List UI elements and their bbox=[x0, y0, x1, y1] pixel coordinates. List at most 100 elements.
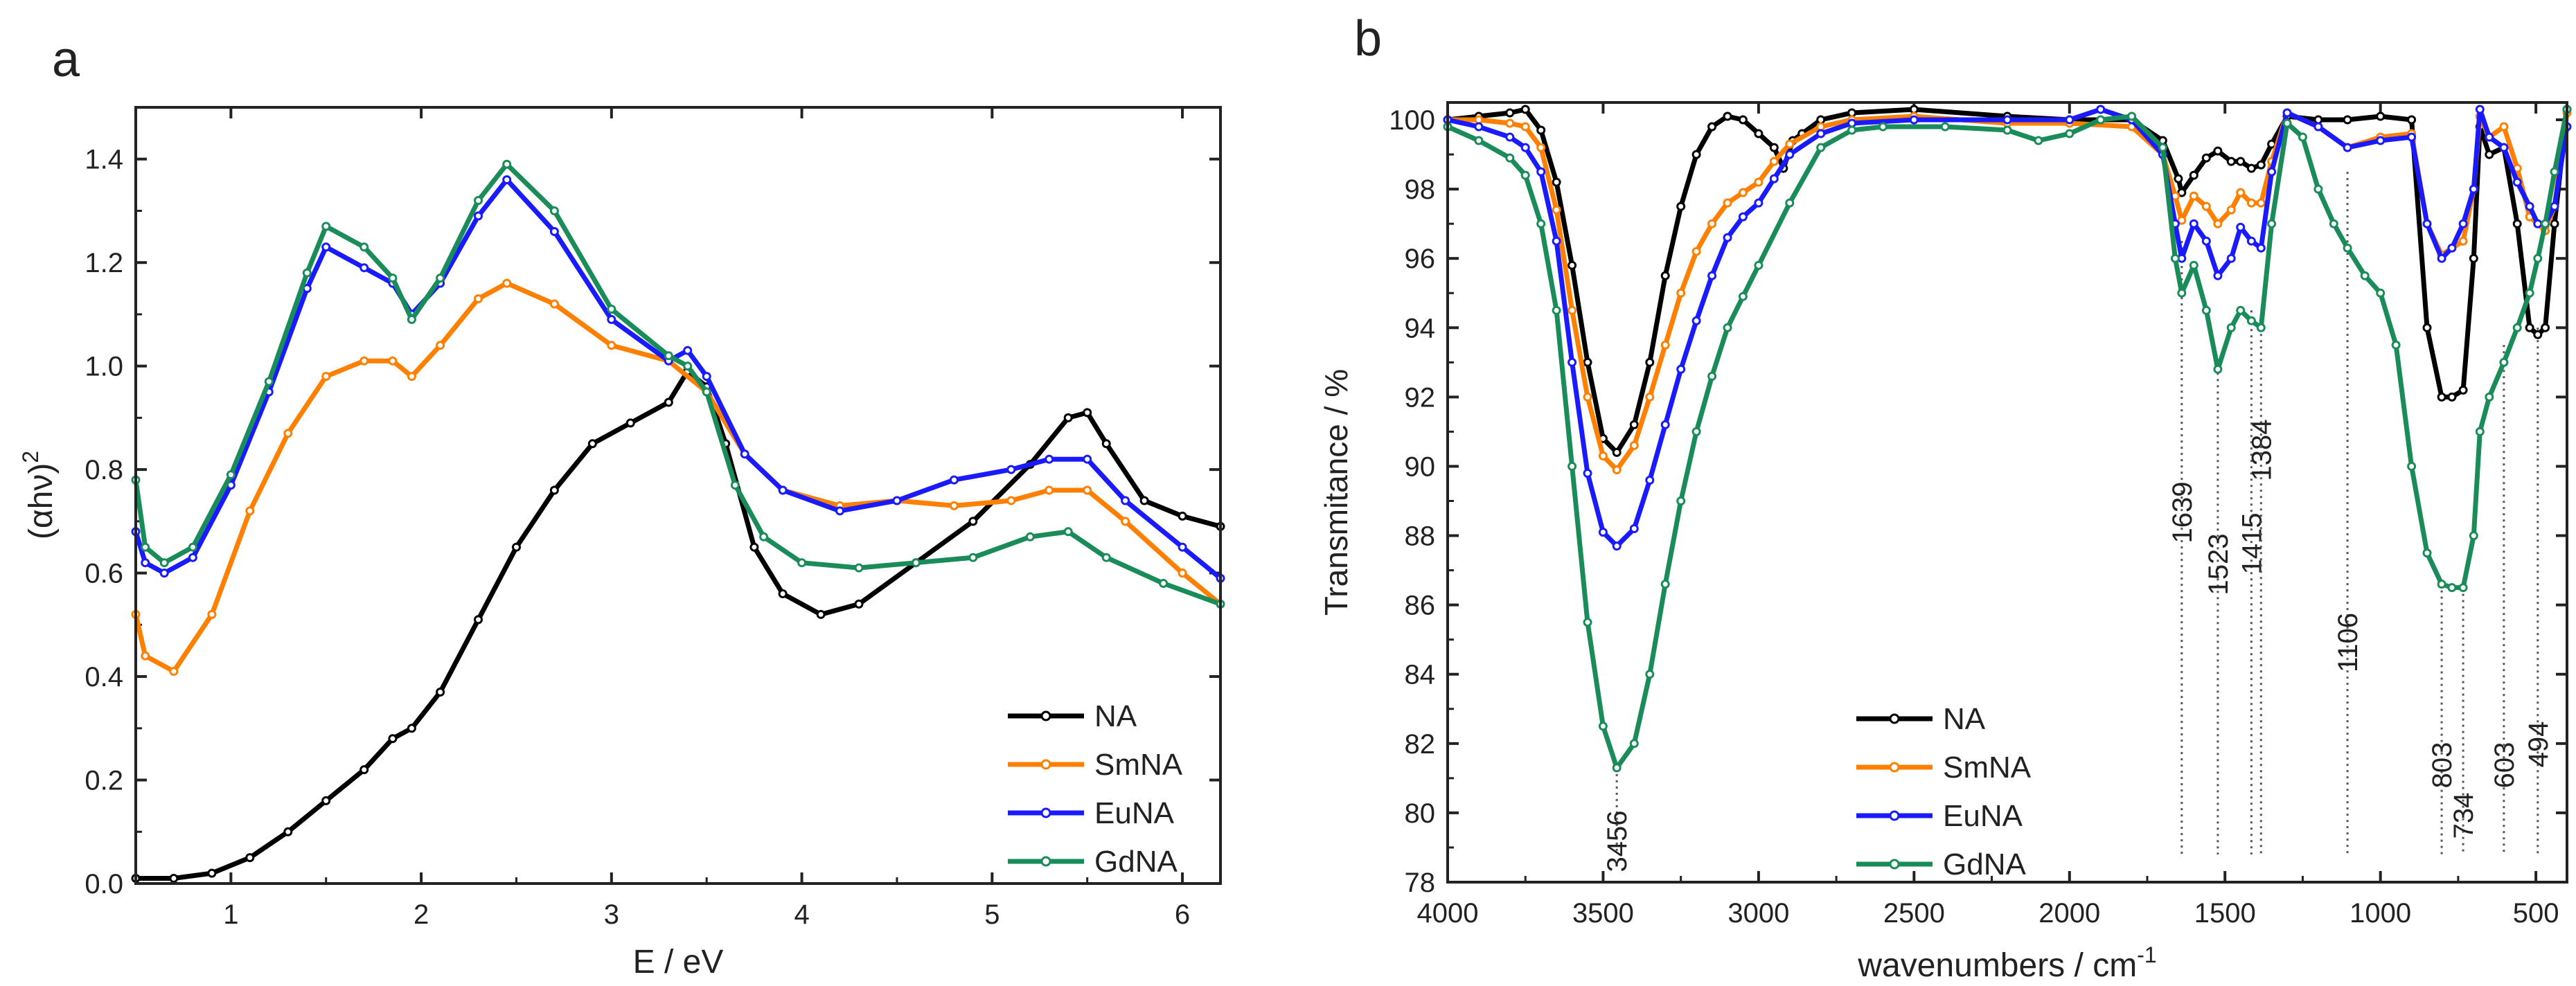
b-point-euna bbox=[1505, 132, 1515, 142]
b-legend-label: NA bbox=[1943, 702, 1986, 736]
b-point-gdna bbox=[1660, 580, 1670, 589]
a-legend-label: SmNA bbox=[1094, 748, 1183, 782]
b-point-euna bbox=[1785, 150, 1795, 159]
b-point-smna bbox=[2226, 205, 2236, 215]
a-point-smna bbox=[283, 429, 293, 438]
b-point-euna bbox=[2512, 177, 2522, 187]
b-point-euna bbox=[1738, 212, 1748, 222]
a-point-euna bbox=[835, 506, 844, 516]
b-point-na bbox=[1505, 108, 1515, 118]
b-point-euna bbox=[2213, 271, 2223, 280]
b-point-smna bbox=[2201, 201, 2211, 211]
b-point-smna bbox=[2458, 236, 2468, 246]
a-point-na bbox=[388, 734, 398, 744]
b-point-gdna bbox=[2512, 323, 2522, 332]
a-point-smna bbox=[502, 278, 512, 288]
a-ylabel: (αhν)2 bbox=[18, 451, 60, 539]
a-plot-frame bbox=[134, 106, 1222, 885]
a-point-gdna bbox=[683, 361, 693, 371]
a-point-na bbox=[664, 397, 673, 407]
b-point-na bbox=[1583, 357, 1592, 367]
a-point-gdna bbox=[854, 563, 864, 573]
b-point-euna bbox=[1660, 420, 1670, 429]
b-point-euna bbox=[1707, 271, 1717, 280]
a-point-smna bbox=[1121, 517, 1130, 526]
b-point-na bbox=[2236, 156, 2246, 166]
b-legend-marker bbox=[1889, 859, 1900, 870]
b-point-gdna bbox=[2096, 115, 2106, 125]
b-series-line-euna bbox=[1445, 107, 2570, 549]
b-legend-label: GdNA bbox=[1943, 848, 2026, 881]
b-annotation-label: 803 bbox=[2427, 742, 2458, 789]
b-xtick-label: 2000 bbox=[2038, 898, 2100, 929]
a-point-gdna bbox=[549, 206, 559, 215]
b-point-euna bbox=[2201, 236, 2211, 246]
a-point-smna bbox=[207, 609, 217, 619]
b-point-smna bbox=[2499, 122, 2509, 132]
a-series-line-smna bbox=[133, 280, 1223, 674]
b-point-gdna bbox=[1738, 292, 1748, 301]
b-point-na bbox=[2512, 219, 2522, 228]
b-point-gdna bbox=[2226, 323, 2236, 332]
b-legend-marker bbox=[1889, 713, 1900, 724]
a-point-smna bbox=[474, 294, 483, 303]
a-point-gdna bbox=[1101, 553, 1111, 562]
a-point-gdna bbox=[1025, 532, 1035, 541]
b-point-euna bbox=[1520, 143, 1530, 152]
b-point-na bbox=[2533, 330, 2543, 339]
a-point-na bbox=[1178, 511, 1187, 521]
b-ytick-label: 100 bbox=[1389, 105, 1435, 136]
a-point-gdna bbox=[359, 242, 369, 252]
a-legend: NA SmNA EuNA GdNA bbox=[1008, 699, 1183, 879]
b-point-gdna bbox=[1785, 198, 1795, 208]
b-ytick-label: 88 bbox=[1405, 521, 1436, 552]
b-point-smna bbox=[1629, 440, 1639, 450]
a-point-na bbox=[968, 517, 978, 526]
a-point-gdna bbox=[141, 542, 150, 552]
b-point-gdna bbox=[2407, 462, 2417, 471]
a-point-smna bbox=[436, 341, 445, 350]
b-point-gdna bbox=[2437, 580, 2446, 589]
b-annotation-label: 1523 bbox=[2203, 534, 2234, 595]
b-point-smna bbox=[1645, 392, 1655, 402]
b-point-na bbox=[1754, 129, 1764, 138]
a-point-gdna bbox=[302, 268, 312, 278]
b-point-na bbox=[2469, 253, 2478, 263]
b-point-smna bbox=[1785, 139, 1795, 149]
panel-a: a 1 2 3 4 5 60.00.20.40.60.81.01.21.4 E / eV … bbox=[18, 32, 1225, 980]
a-point-smna bbox=[1083, 485, 1092, 495]
b-point-gdna bbox=[1520, 170, 1530, 180]
b-xtick-label: 3500 bbox=[1572, 898, 1634, 929]
b-point-gdna bbox=[1645, 670, 1655, 679]
b-point-euna bbox=[1676, 364, 1686, 374]
b-point-smna bbox=[2189, 191, 2199, 201]
a-xlabel: E / eV bbox=[633, 944, 724, 980]
a-point-na bbox=[587, 439, 597, 449]
a-point-gdna bbox=[502, 159, 512, 169]
b-annotation-label: 603 bbox=[2489, 742, 2520, 789]
a-point-euna bbox=[549, 226, 559, 236]
b-legend-label: EuNA bbox=[1943, 799, 2023, 833]
a-point-na bbox=[474, 615, 483, 625]
b-point-smna bbox=[1536, 143, 1546, 152]
b-point-smna bbox=[1676, 288, 1686, 298]
b-point-gdna bbox=[2065, 129, 2075, 138]
b-point-gdna bbox=[1940, 122, 1950, 132]
b-point-euna bbox=[2267, 167, 2277, 177]
b-point-smna bbox=[1738, 188, 1748, 197]
b-xtick-label: 500 bbox=[2513, 898, 2559, 929]
b-point-na bbox=[2550, 219, 2559, 228]
a-point-na bbox=[1083, 408, 1092, 418]
b-point-na bbox=[1707, 122, 1717, 132]
a-point-na bbox=[169, 874, 179, 883]
b-point-euna bbox=[2002, 115, 2012, 125]
b-point-euna bbox=[2407, 132, 2417, 142]
b-point-smna bbox=[1707, 219, 1717, 228]
b-point-na bbox=[2437, 392, 2446, 402]
b-point-euna bbox=[2376, 136, 2386, 145]
a-point-euna bbox=[502, 175, 512, 185]
b-point-gdna bbox=[1505, 153, 1515, 163]
b-annotation-label: 3456 bbox=[1602, 811, 1633, 872]
b-point-gdna bbox=[2533, 253, 2543, 263]
